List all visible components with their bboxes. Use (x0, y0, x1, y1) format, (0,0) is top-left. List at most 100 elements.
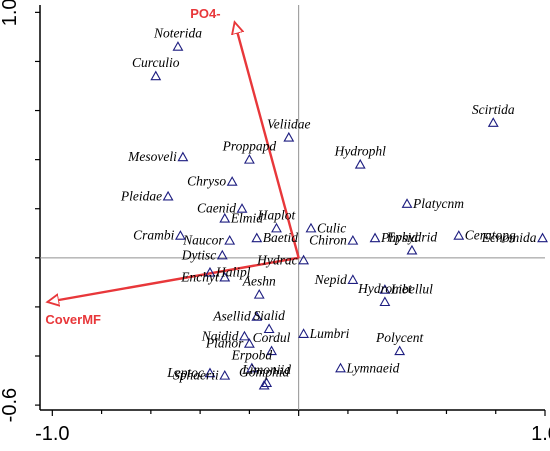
species-marker-aeshn (253, 289, 265, 299)
species-marker-asellid (251, 311, 263, 321)
species-marker-erpobd (246, 362, 258, 373)
species-marker-dytisc (216, 249, 228, 260)
species-label-halipl: Halipl (215, 265, 251, 280)
species-marker-halipl (204, 266, 216, 277)
species-label-hydrophl: Hydrophl (334, 144, 386, 159)
species-label-leptoc: Leptoc (166, 365, 204, 380)
species-label-dytisc: Dytisc (181, 247, 217, 262)
species-label-lymnaeid: Lymnaeid (346, 360, 400, 375)
species-label-caenid: Caenid (197, 201, 236, 216)
species-label-chiron: Chiron (309, 233, 347, 248)
species-marker-sialid (263, 323, 275, 334)
species-marker-chiron (347, 235, 359, 245)
species-marker-lumbri (298, 328, 310, 338)
env-vector-label: PO4- (190, 6, 220, 21)
species-marker-libellul (379, 284, 391, 294)
species-marker-caenid (236, 203, 248, 213)
species-label-libellul: Libellul (390, 282, 433, 297)
species-label-hydrac: Hydrac (256, 252, 298, 267)
species-marker-elmid (219, 212, 231, 223)
species-label-hydromet: Hydromet (357, 281, 413, 296)
species-marker-noterida (172, 41, 184, 51)
species-label-naidid: Naidid (201, 328, 239, 343)
species-marker-planor (243, 338, 255, 348)
species-label-sphaerii: Sphaerii (173, 368, 219, 383)
species-label-crambi: Crambi (133, 228, 175, 243)
species-marker-scirtida (487, 117, 499, 127)
species-marker-proppapd (243, 154, 255, 164)
species-label-sialid: Sialid (253, 308, 285, 323)
species-markers (150, 41, 548, 390)
species-label-lumbri: Lumbri (309, 326, 350, 341)
species-marker-mesoveli (177, 151, 189, 162)
species-label-asellid: Asellid (212, 309, 251, 324)
species-marker-culic (305, 222, 317, 233)
species-marker-hydromet (379, 296, 391, 307)
plot-frame (39, 5, 545, 411)
species-marker-limoniid (261, 377, 273, 388)
species-label-pleidae: Pleidae (120, 188, 162, 203)
species-marker-crambi (174, 230, 186, 240)
species-label-physid: Physid (380, 230, 418, 245)
species-label-mesoveli: Mesoveli (127, 149, 177, 164)
species-marker-physid (369, 232, 381, 243)
species-label-ecnomida: Ecnomida (481, 230, 537, 245)
species-marker-platycnm (401, 198, 413, 208)
species-label-naucor: Naucor (182, 233, 224, 248)
y-tick-label-max: 1.0 (0, 0, 21, 26)
species-marker-leptoc (204, 367, 216, 378)
x-tick-label-min: -1.0 (35, 423, 69, 445)
species-marker-baetid (251, 232, 263, 243)
species-marker-polycent (394, 345, 406, 356)
species-marker-gomphid (258, 379, 270, 390)
env-vector-arrow (235, 22, 300, 259)
species-label-planor: Planor (205, 336, 244, 351)
species-label-polycent: Polycent (375, 330, 424, 345)
species-marker-ceratopg (453, 230, 465, 240)
species-label-nepid: Nepid (314, 272, 347, 287)
env-vector-label: CoverMF (45, 312, 101, 327)
species-label-haplot: Haplot (257, 207, 297, 222)
species-marker-sphaerii (219, 370, 231, 380)
species-label-gomphid: Gomphid (239, 364, 289, 379)
x-tick-label-max: 1.0 (531, 423, 550, 445)
species-marker-ephydrid (406, 244, 418, 255)
species-label-ephydrid: Ephydrid (386, 229, 437, 244)
species-marker-lymnaeid (335, 362, 346, 373)
species-marker-enchyt (219, 271, 231, 282)
species-label-proppapd: Proppapd (222, 139, 277, 154)
species-label-scirtida: Scirtida (472, 102, 515, 117)
species-label-enchyt: Enchyt (180, 269, 220, 284)
species-label-veliidae: Veliidae (267, 117, 311, 132)
species-label-erpobd: Erpobd (231, 347, 273, 362)
species-label-chryso: Chryso (187, 174, 226, 189)
species-marker-naucor (224, 235, 236, 245)
species-marker-chryso (226, 176, 238, 186)
species-label-platycnm: Platycnm (412, 196, 464, 211)
species-marker-haplot (271, 222, 282, 233)
species-label-curculio: Curculio (132, 55, 180, 70)
species-label-noterida: Noterida (153, 26, 202, 41)
species-marker-cordul (266, 345, 278, 356)
species-marker-curculio (150, 70, 162, 81)
species-marker-hydrac (298, 254, 310, 265)
species-label-ceratopg: Ceratopg (465, 228, 516, 243)
species-label-aeshn: Aeshn (242, 274, 276, 289)
y-tick-label-min: -0.6 (0, 388, 21, 422)
species-marker-ecnomida (537, 232, 548, 243)
env-vector-arrow (47, 256, 299, 302)
environmental-vectors: PO4- CoverMF (45, 6, 300, 327)
species-label-elmid: Elmid (230, 211, 263, 226)
species-label-culic: Culic (317, 220, 346, 235)
species-label-cordul: Cordul (253, 330, 291, 345)
species-label-baetid: Baetid (263, 230, 298, 245)
species-marker-veliidae (283, 131, 295, 142)
species-marker-pleidae (162, 190, 174, 201)
species-marker-naidid (239, 330, 250, 341)
species-labels: Noterida Curculio Veliidae Scirtida Mesoveli… (120, 26, 537, 383)
species-marker-nepid (347, 274, 359, 284)
tick-marks (35, 11, 546, 416)
species-marker-hydrophl (354, 158, 366, 169)
species-label-limoniid: Limoniid (241, 362, 291, 377)
